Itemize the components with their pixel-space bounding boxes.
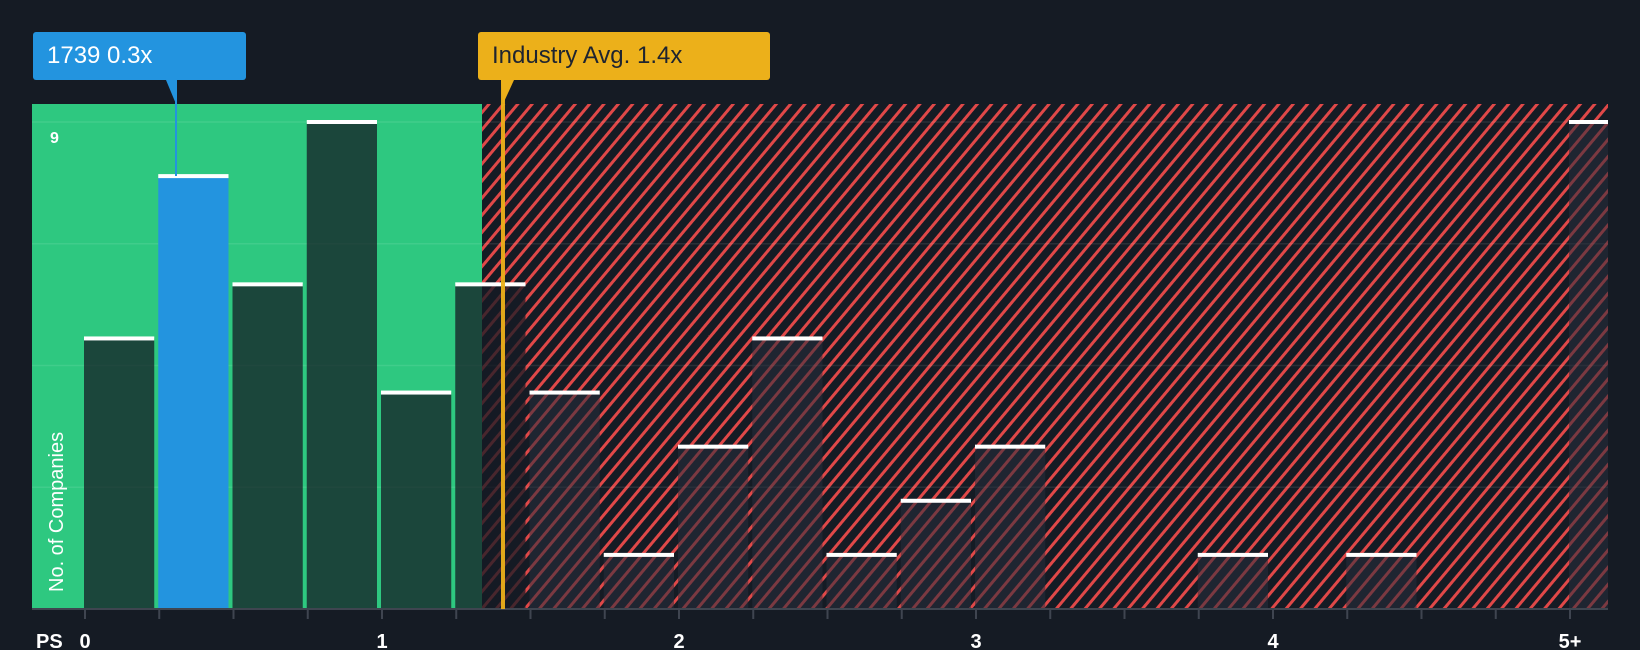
x-axis-ticks (84, 609, 1571, 619)
industry-avg-callout: Industry Avg. 1.4x (478, 32, 770, 80)
histogram-bar (84, 338, 155, 609)
x-tick-label: 1 (376, 631, 387, 650)
bar-cap (1197, 552, 1268, 557)
histogram-bar (232, 284, 303, 609)
histogram-bar (381, 392, 452, 609)
bar-cap (678, 444, 749, 449)
bar-cap (1346, 552, 1417, 557)
histogram-bar (1569, 122, 1608, 609)
bar-cap (306, 120, 377, 124)
y-axis-label: No. of Companies (46, 432, 68, 592)
histogram-bar (826, 554, 897, 609)
bars (84, 120, 1608, 609)
x-tick-label: 2 (673, 631, 684, 650)
company-callout: 1739 0.3x (33, 32, 246, 80)
histogram-bar (529, 392, 600, 609)
x-axis-prefix: PS (36, 631, 63, 650)
bar-cap (381, 390, 452, 395)
bar-company (158, 176, 229, 609)
histogram-bar (900, 500, 971, 609)
bar-cap (752, 336, 823, 341)
histogram-bar (678, 446, 749, 609)
bar-cap (84, 336, 155, 341)
histogram-bar (1197, 554, 1268, 609)
x-tick-label: 5+ (1559, 631, 1582, 650)
histogram-bar (975, 446, 1046, 609)
bar-cap (529, 390, 600, 395)
histogram-bar (306, 122, 377, 609)
histogram-bar (1346, 554, 1417, 609)
bar-cap (826, 552, 897, 557)
industry-callout-pointer (501, 80, 514, 104)
company-callout-pointer (166, 80, 176, 104)
bar-cap (900, 498, 971, 503)
x-tick-label: 3 (970, 631, 981, 650)
bar-cap (603, 552, 674, 557)
histogram-bar (455, 284, 526, 609)
bar-cap (158, 174, 229, 179)
histogram-bar (603, 554, 674, 609)
x-tick-label: 4 (1267, 631, 1279, 650)
x-tick-label: 0 (79, 631, 90, 650)
bar-cap (975, 444, 1046, 449)
histogram-bar (752, 338, 823, 609)
bar-cap (232, 282, 303, 287)
bar-cap (1569, 120, 1608, 124)
x-axis-labels: 0 1 2 3 4 5+ (79, 631, 1581, 650)
y-top-tick: 9 (50, 130, 59, 147)
bar-cap (455, 282, 526, 287)
